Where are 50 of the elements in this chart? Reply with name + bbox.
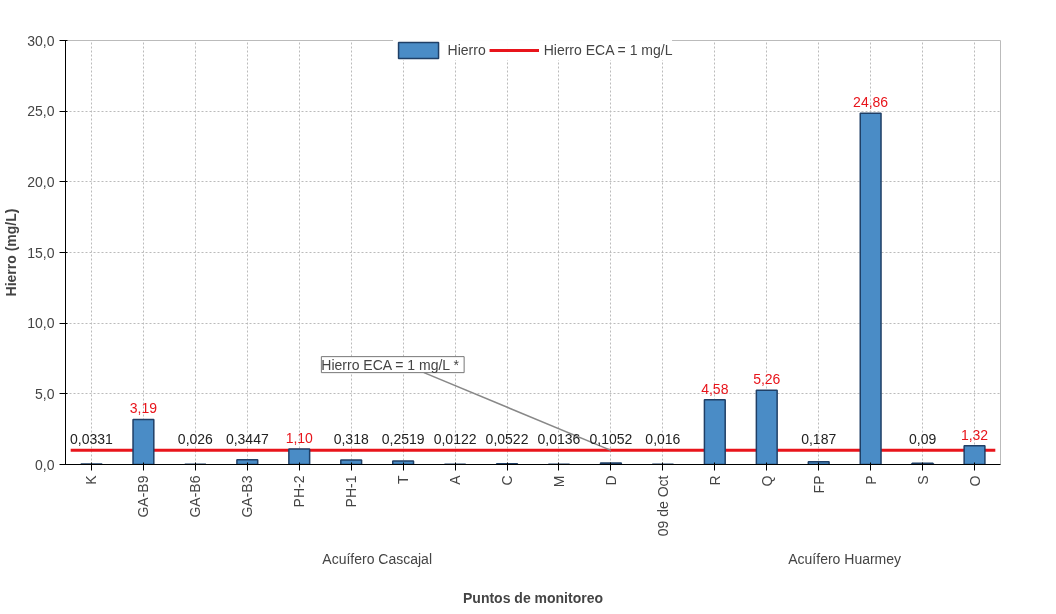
x-tick-label: Q: [758, 475, 775, 487]
x-tick-label: M: [550, 475, 567, 488]
x-axis-title: Puntos de monitoreo: [463, 589, 603, 606]
x-tick-label: 09 de Oct: [654, 475, 671, 537]
y-tick-label: 25,0: [27, 103, 55, 120]
x-tick-label: R: [706, 475, 723, 486]
x-tick-label: P: [862, 475, 879, 485]
data-label: 1,10: [285, 429, 314, 446]
x-tick-label: A: [447, 474, 464, 485]
annotation: Hierro ECA = 1 mg/L *: [321, 356, 460, 373]
data-label: 0,187: [801, 431, 837, 448]
x-tick-label: FP: [810, 475, 827, 494]
x-tick-label: O: [966, 475, 983, 487]
x-tick-label: T: [395, 475, 412, 485]
data-label: 24,86: [853, 94, 889, 111]
data-label: 0,1052: [589, 431, 633, 448]
legend-label: Hierro: [447, 42, 486, 58]
data-label: 5,26: [753, 371, 781, 388]
data-label: 4,58: [701, 380, 729, 397]
x-tick-label: GA-B3: [239, 475, 256, 518]
y-tick-label: 15,0: [27, 244, 55, 261]
x-tick-label: S: [914, 475, 931, 485]
data-label: 0,3447: [225, 431, 269, 448]
legend-label: Hierro ECA = 1 mg/L: [543, 42, 673, 58]
data-label: 3,19: [129, 400, 158, 417]
data-label: 0,0331: [70, 431, 114, 448]
data-label: 0,318: [333, 431, 369, 448]
data-label: 1,32: [960, 426, 989, 443]
data-label: 0,016: [645, 431, 681, 448]
y-tick-label: 10,0: [27, 315, 55, 332]
x-tick-label: GA-B9: [135, 475, 152, 518]
data-label: 0,09: [908, 431, 937, 448]
x-tick-label: GA-B6: [187, 475, 204, 518]
data-label: 0,0522: [485, 431, 529, 448]
data-label: 0,0122: [433, 431, 477, 448]
x-tick-label: C: [499, 475, 516, 486]
x-tick-label: PH-1: [343, 475, 360, 508]
y-axis-title: Hierro (mg/L): [3, 208, 20, 297]
x-tick-label: PH-2: [291, 475, 308, 508]
text: Acuífero Huarmey: [788, 550, 902, 567]
x-tick-label: K: [83, 474, 100, 485]
data-label: 0,0136: [537, 431, 581, 448]
y-tick-label: 30,0: [27, 32, 55, 49]
y-tick-label: 5,0: [35, 385, 55, 402]
y-tick-label: 20,0: [27, 173, 55, 190]
y-tick-label: 0,0: [35, 456, 55, 473]
x-tick-label: D: [602, 475, 619, 486]
data-label: 0,026: [177, 431, 214, 448]
text: Acuífero Cascajal: [322, 550, 433, 567]
data-label: 0,2519: [381, 431, 425, 448]
